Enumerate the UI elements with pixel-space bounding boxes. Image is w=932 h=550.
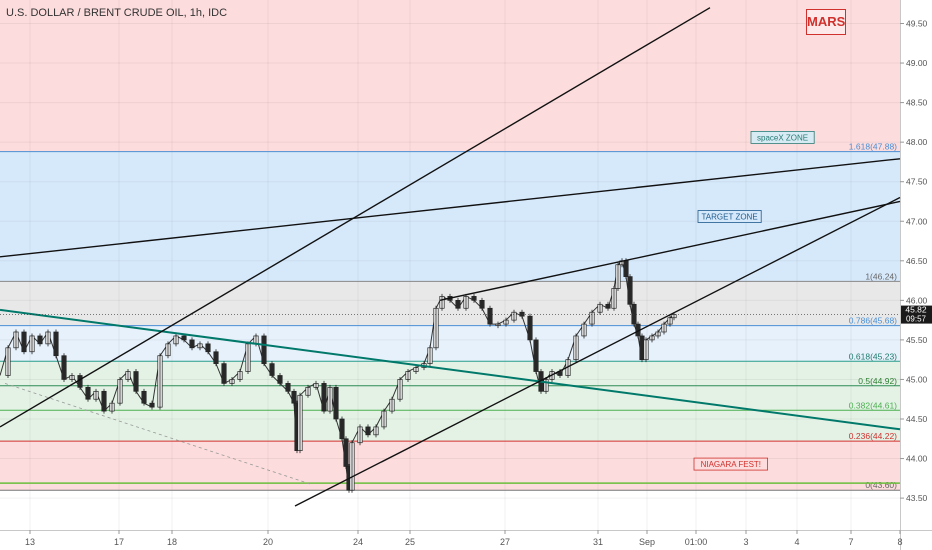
space-x-label-box — [750, 131, 815, 144]
niagara-label-box — [693, 457, 768, 471]
x-tick-label: 13 — [25, 537, 35, 547]
wedge-top-line — [439, 200, 901, 302]
y-tick-label: 47.00 — [906, 216, 928, 226]
current-price-value: 45.82 — [905, 305, 927, 315]
mars-logo[interactable]: MARS — [806, 9, 846, 35]
bar-countdown: 09:57 — [906, 315, 927, 324]
x-tick-label: 01:00 — [685, 537, 708, 547]
zone-0786 — [0, 325, 900, 362]
x-tick-label: 27 — [500, 537, 510, 547]
x-tick-label: 7 — [848, 537, 853, 547]
x-tick-label: 25 — [405, 537, 415, 547]
target-zone-label-box — [697, 210, 762, 223]
teal-trend-line — [0, 308, 901, 431]
y-tick-label: 49.00 — [906, 58, 928, 68]
y-tick-label: 44.50 — [906, 414, 928, 424]
x-tick-label: Sep — [639, 537, 655, 547]
fib-label: 0.382(44.61) — [849, 400, 897, 410]
zone-green — [0, 361, 900, 442]
fib-label: 1(46.24) — [865, 271, 897, 281]
upper-trend-line — [0, 158, 901, 258]
x-tick-label: 4 — [794, 537, 799, 547]
y-tick-label: 48.50 — [906, 98, 928, 108]
fib-label: 0.236(44.22) — [849, 431, 897, 441]
fib-label: 0.786(45.68) — [849, 316, 897, 326]
y-tick-label: 46.50 — [906, 256, 928, 266]
fib-label: 0.618(45.23) — [849, 351, 897, 361]
x-tick-label: 3 — [743, 537, 748, 547]
target-zone-label: TARGET ZONE — [702, 213, 758, 222]
fib-label: 1.618(47.88) — [849, 142, 897, 152]
y-tick-label: 47.50 — [906, 177, 928, 187]
zone-grey — [0, 281, 900, 326]
y-tick-label: 49.50 — [906, 19, 928, 29]
zone-space-x — [0, 0, 900, 152]
x-tick-label: 31 — [593, 537, 603, 547]
price-axis-bg — [900, 0, 932, 550]
x-tick-label: 8 — [897, 537, 902, 547]
space-x-label: spaceX ZONE — [757, 133, 808, 142]
fib-label: 0.5(44.92) — [858, 376, 897, 386]
y-tick-label: 43.50 — [906, 493, 928, 503]
x-tick-label: 17 — [114, 537, 124, 547]
wedge-bottom-line — [294, 196, 901, 507]
y-tick-label: 46.00 — [906, 295, 928, 305]
zone-target — [0, 151, 900, 282]
y-tick-label: 48.00 — [906, 137, 928, 147]
niagara-label: NIAGARA FEST! — [701, 460, 761, 469]
steep-channel-line — [0, 7, 711, 428]
price-tag-box — [901, 305, 932, 324]
fib-label: 0(43.60) — [865, 480, 897, 490]
y-tick-label: 44.00 — [906, 454, 928, 464]
x-tick-label: 18 — [167, 537, 177, 547]
y-tick-label: 45.50 — [906, 335, 928, 345]
x-tick-label: 24 — [353, 537, 363, 547]
y-tick-label: 45.00 — [906, 374, 928, 384]
chart-title: U.S. DOLLAR / BRENT CRUDE OIL, 1h, IDC — [6, 7, 228, 19]
x-tick-label: 20 — [263, 537, 273, 547]
